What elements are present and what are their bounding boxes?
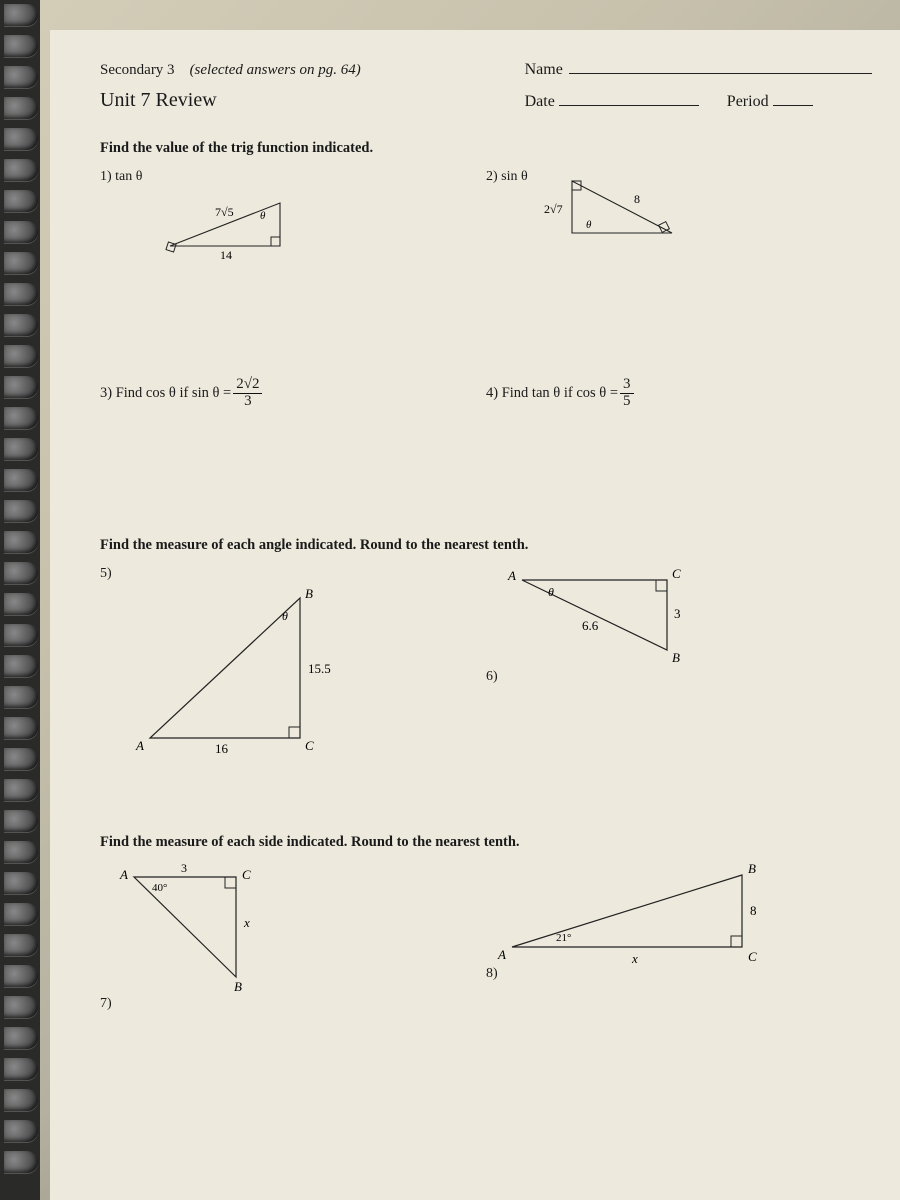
name-field-group: Name [525, 60, 872, 79]
q6-triangle: A C B θ 6.6 3 [512, 570, 712, 680]
q8: 8) A B C 21° 8 x [486, 861, 872, 1031]
row-q3-q4: 3) Find cos θ if sin θ = 2√2 3 4) Find t… [100, 377, 872, 497]
q1-hyp: 7√5 [215, 205, 234, 219]
sub-header-row: Unit 7 Review Date Period [100, 83, 872, 122]
q5-theta: θ [282, 609, 288, 623]
date-period-group: Date Period [525, 92, 872, 111]
q6-hyp: 6.6 [582, 618, 599, 633]
section3-title: Find the measure of each side indicated.… [100, 834, 872, 851]
section2-title: Find the measure of each angle indicated… [100, 537, 872, 554]
q7-C: C [242, 867, 251, 882]
name-label: Name [525, 61, 563, 79]
q4-text: 4) Find tan θ if cos θ = [486, 385, 618, 402]
q2-label: 2) sin θ [486, 169, 528, 184]
q3: 3) Find cos θ if sin θ = 2√2 3 [100, 377, 486, 497]
course-name: Secondary 3 [100, 62, 175, 78]
q3-den: 3 [233, 394, 262, 410]
q2-triangle: 2√7 8 θ [562, 173, 702, 253]
spiral-binding [0, 0, 40, 1200]
q6-side: 3 [674, 606, 681, 621]
q1-label: 1) tan θ [100, 169, 142, 184]
name-blank[interactable] [569, 60, 872, 74]
q1: 1) tan θ 7√5 14 θ [100, 167, 486, 317]
q7: 7) A C B 40° 3 x [100, 861, 486, 1031]
q6-theta: θ [548, 585, 554, 599]
course-line: Secondary 3 (selected answers on pg. 64) [100, 62, 525, 79]
period-blank[interactable] [773, 92, 813, 106]
q2: 2) sin θ 2√7 8 θ [486, 167, 872, 317]
q5-side2: 16 [215, 741, 229, 756]
q5-side1: 15.5 [308, 661, 331, 676]
q7-x: x [243, 915, 250, 930]
q1-triangle: 7√5 14 θ [160, 191, 310, 271]
q7-top: 3 [181, 861, 187, 875]
q6-C: C [672, 566, 681, 581]
q4-den: 5 [620, 394, 634, 410]
date-blank[interactable] [559, 92, 699, 106]
row-q1-q2: 1) tan θ 7√5 14 θ 2) sin θ 2 [100, 167, 872, 317]
pre-header-row: Secondary 3 (selected answers on pg. 64)… [100, 60, 872, 79]
q4-num: 3 [620, 377, 634, 394]
q6-label: 6) [486, 669, 498, 684]
q5-label: 5) [100, 566, 112, 581]
q4-fraction: 3 5 [620, 377, 634, 410]
q8-label: 8) [486, 966, 498, 981]
q8-triangle: A B C 21° 8 x [502, 867, 792, 977]
q4: 4) Find tan θ if cos θ = 3 5 [486, 377, 872, 497]
q1-theta: θ [260, 210, 266, 222]
q2-left: 2√7 [544, 202, 563, 216]
q6: 6) A C B θ 6.6 3 [486, 564, 872, 764]
q6-A: A [507, 568, 516, 583]
row-q7-q8: 7) A C B 40° 3 x 8) A [100, 861, 872, 1031]
q5: 5) B A C θ 15.5 16 [100, 564, 486, 764]
date-label: Date [525, 93, 555, 111]
q7-A: A [119, 867, 128, 882]
q7-triangle: A C B 40° 3 x [126, 867, 286, 1007]
section1-title: Find the value of the trig function indi… [100, 140, 872, 157]
q7-angle: 40° [152, 882, 167, 894]
q5-A: A [135, 738, 144, 753]
q8-A: A [497, 947, 506, 962]
q8-x: x [631, 951, 638, 966]
worksheet-page: Secondary 3 (selected answers on pg. 64)… [50, 30, 900, 1200]
row-q5-q6: 5) B A C θ 15.5 16 6) [100, 564, 872, 764]
q2-hyp: 8 [634, 192, 640, 206]
period-label: Period [727, 93, 769, 111]
q5-B: B [305, 586, 313, 601]
q6-B: B [672, 650, 680, 665]
q3-text: 3) Find cos θ if sin θ = [100, 385, 231, 402]
q8-side: 8 [750, 903, 757, 918]
q7-B: B [234, 979, 242, 994]
unit-title: Unit 7 Review [100, 89, 525, 112]
q7-label: 7) [100, 996, 112, 1011]
course-note: (selected answers on pg. 64) [190, 62, 361, 78]
q8-C: C [748, 949, 757, 964]
q8-angle: 21° [556, 932, 571, 944]
q1-base: 14 [220, 248, 232, 262]
q2-theta: θ [586, 219, 592, 231]
q3-fraction: 2√2 3 [233, 377, 262, 410]
q8-B: B [748, 861, 756, 876]
q3-num: 2√2 [233, 377, 262, 394]
q5-triangle: B A C θ 15.5 16 [140, 588, 340, 758]
q5-C: C [305, 738, 314, 753]
